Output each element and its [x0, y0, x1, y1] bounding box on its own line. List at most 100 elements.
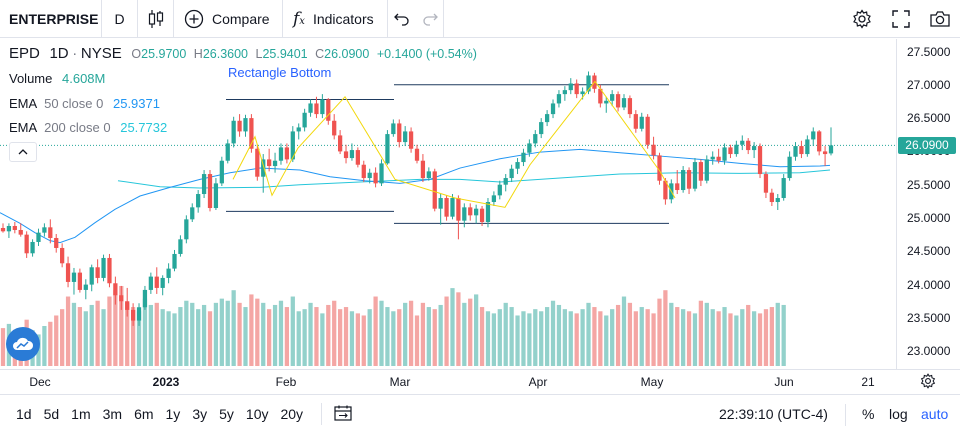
volume-bar — [479, 307, 485, 366]
log-scale-button[interactable]: log — [889, 406, 908, 422]
time-tick-label: Dec — [29, 375, 51, 389]
candle-body — [621, 98, 627, 108]
candle-body — [408, 131, 414, 149]
candle-body — [190, 207, 195, 220]
legend-ticker: EPD — [9, 45, 40, 62]
top-toolbar: ENTERPRISE PRODUCTS PARTNERS D Compare f… — [0, 0, 960, 38]
range-5y-button[interactable]: 5y — [219, 406, 234, 422]
volume-bar — [420, 302, 426, 366]
candle-body — [261, 159, 266, 177]
tradingview-logo[interactable] — [6, 327, 40, 361]
volume-bar — [757, 313, 763, 366]
volume-bar — [190, 302, 195, 366]
range-1m-button[interactable]: 1m — [71, 406, 91, 422]
volume-bar — [77, 307, 83, 366]
price-tick-label: 27.5000 — [907, 44, 951, 59]
candle-body — [450, 198, 455, 217]
ema200-legend[interactable]: EMA 200 close 0 25.7732 — [9, 120, 168, 135]
range-10y-button[interactable]: 10y — [245, 406, 269, 422]
time-axis-settings-button[interactable] — [920, 373, 936, 394]
volume-bar — [278, 300, 284, 366]
candle-body — [24, 234, 29, 254]
candle-body — [172, 253, 177, 269]
ema50-legend[interactable]: EMA 50 close 0 25.9371 — [9, 96, 160, 111]
volume-bar — [556, 304, 562, 366]
volume-bar — [544, 307, 550, 366]
indicators-button[interactable]: fx Indicators — [283, 0, 388, 38]
volume-bar — [610, 309, 615, 366]
candle-body — [456, 198, 461, 221]
screenshot-button[interactable] — [921, 0, 959, 38]
volume-bar — [249, 294, 254, 366]
candle-body — [533, 134, 538, 144]
candle-body — [314, 103, 319, 115]
volume-bar — [320, 313, 325, 366]
candle-body — [781, 178, 786, 199]
volume-bar — [231, 290, 236, 366]
candle-body — [207, 174, 213, 209]
volume-bar — [184, 300, 189, 366]
range-divider — [321, 403, 323, 425]
volume-bar — [568, 311, 573, 366]
volume-legend[interactable]: Volume 4.608M — [9, 71, 106, 86]
range-5d-button[interactable]: 5d — [43, 406, 60, 422]
candle-body — [663, 180, 668, 200]
undo-button[interactable] — [388, 0, 416, 38]
candle-body — [598, 88, 603, 104]
volume-bar — [326, 304, 331, 366]
chart-pane[interactable] — [0, 39, 960, 369]
symbol-search-button[interactable]: ENTERPRISE PRODUCTS PARTNERS — [0, 0, 102, 38]
range-3y-button[interactable]: 3y — [192, 406, 208, 422]
chart-type-button[interactable] — [138, 0, 174, 38]
candle-body — [83, 284, 88, 290]
time-axis[interactable]: Dec 2023 Feb Mar Apr May Jun 21 — [0, 369, 960, 393]
candle-body — [675, 183, 680, 191]
volume-bar — [651, 313, 656, 366]
auto-scale-button[interactable]: auto — [921, 406, 949, 422]
volume-bar — [290, 296, 295, 366]
range-20y-button[interactable]: 20y — [280, 406, 304, 422]
candle-body — [426, 171, 431, 179]
candle-body — [728, 147, 733, 155]
volume-bar — [604, 315, 609, 366]
candle-body — [0, 227, 6, 232]
price-chart[interactable] — [0, 39, 960, 369]
undo-icon — [394, 13, 409, 26]
range-1y-button[interactable]: 1y — [165, 406, 181, 422]
legend-exchange: NYSE — [80, 45, 122, 62]
collapse-legend-button[interactable] — [9, 142, 37, 162]
volume-bar — [468, 298, 473, 366]
candle-body — [107, 257, 112, 284]
price-axis[interactable]: 23.0000 23.5000 24.0000 24.5000 25.0000 25.50… — [896, 39, 960, 369]
range-3m-button[interactable]: 3m — [102, 406, 123, 422]
candle-body — [125, 301, 130, 310]
range-1d-button[interactable]: 1d — [16, 406, 32, 422]
go-to-date-button[interactable] — [334, 405, 352, 424]
candle-body — [30, 241, 35, 254]
compare-label: Compare — [212, 10, 270, 27]
candle-body — [651, 144, 656, 156]
range-6m-button[interactable]: 6m — [134, 406, 154, 422]
candle-body — [89, 267, 94, 285]
candle-body — [166, 268, 171, 278]
candle-body — [503, 178, 508, 185]
ema50-line — [0, 148, 831, 244]
candle-body — [272, 160, 278, 167]
candle-body — [610, 94, 615, 101]
candle-body — [290, 131, 295, 160]
volume-bar — [130, 307, 136, 366]
redo-button[interactable] — [416, 0, 444, 38]
volume-bar — [533, 309, 538, 366]
candle-body — [36, 232, 41, 242]
rectangle-drawing-label[interactable]: Rectangle Bottom — [228, 65, 332, 80]
settings-button[interactable] — [843, 0, 881, 38]
candle-body — [485, 202, 491, 222]
clock-display[interactable]: 22:39:10 (UTC-4) — [719, 406, 828, 422]
volume-bar — [107, 296, 112, 366]
interval-button[interactable]: D — [102, 0, 138, 38]
percent-scale-button[interactable]: % — [862, 406, 875, 422]
gear-icon — [853, 9, 871, 29]
fullscreen-button[interactable] — [882, 0, 920, 38]
candle-body — [60, 247, 65, 264]
compare-button[interactable]: Compare — [174, 0, 283, 38]
